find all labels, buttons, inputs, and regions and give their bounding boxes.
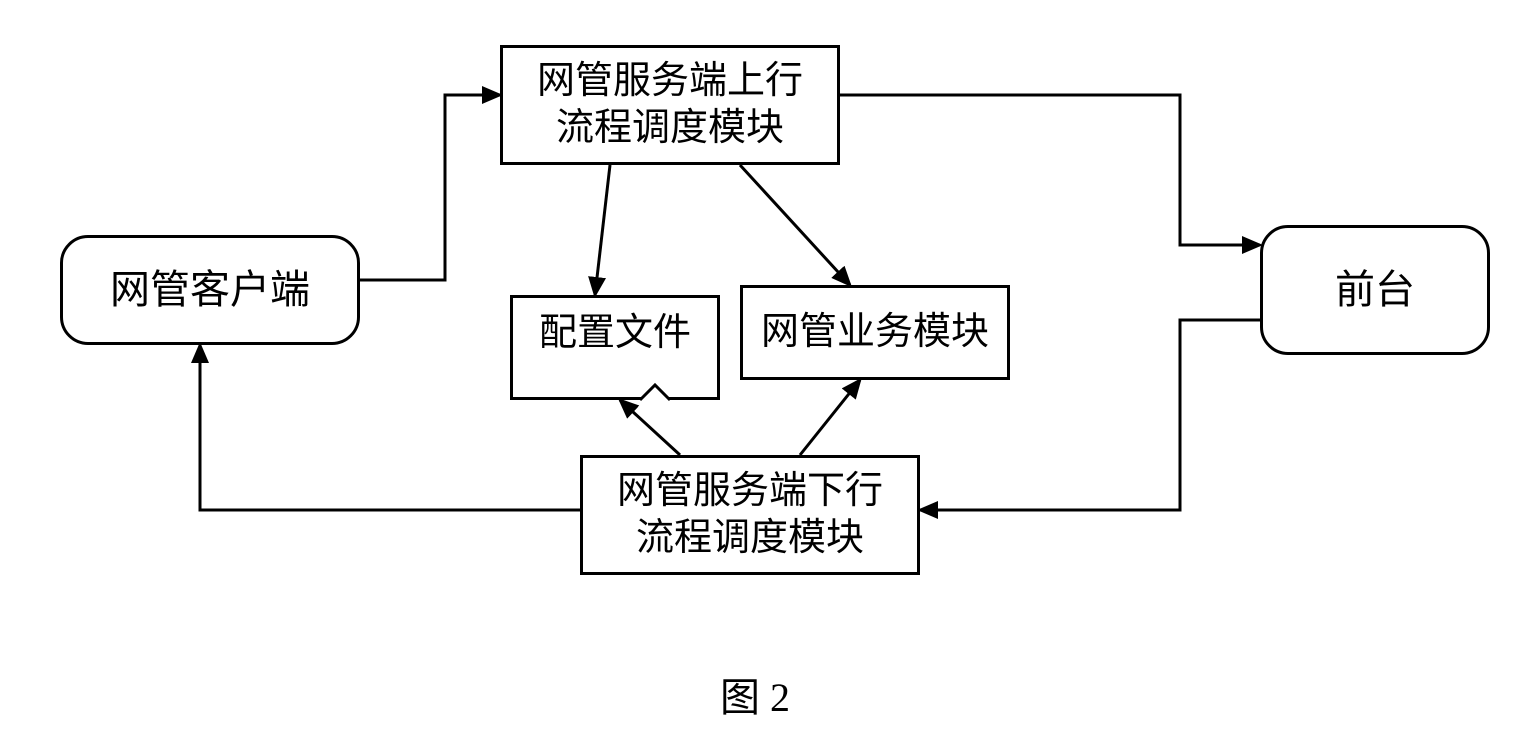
node-uplink-label: 网管服务端上行 流程调度模块 (537, 58, 803, 153)
figure-caption-text: 图 2 (720, 675, 790, 720)
node-downlink: 网管服务端下行 流程调度模块 (580, 455, 920, 575)
node-business: 网管业务模块 (740, 285, 1010, 380)
node-uplink: 网管服务端上行 流程调度模块 (500, 45, 840, 165)
edge-downlink-tl-to-config-bottom (620, 400, 680, 455)
edge-uplink-bl-to-config-top (595, 165, 610, 295)
node-client: 网管客户端 (60, 235, 360, 345)
node-config-label: 配置文件 (539, 310, 691, 358)
edge-downlink-tr-to-business-bottom (800, 380, 860, 455)
node-config: 配置文件 (510, 295, 720, 400)
edge-uplink-br-to-business-top (740, 165, 850, 285)
edge-client-right-to-uplink-left (360, 95, 500, 280)
figure-caption: 图 2 (720, 665, 790, 723)
node-front-label: 前台 (1335, 265, 1415, 315)
diagram-canvas: 网管客户端 网管服务端上行 流程调度模块 配置文件 网管业务模块 网管服务端下行… (0, 0, 1540, 739)
edge-uplink-right-to-front-top (840, 95, 1260, 245)
node-client-label: 网管客户端 (110, 265, 310, 315)
node-front: 前台 (1260, 225, 1490, 355)
node-downlink-label: 网管服务端下行 流程调度模块 (617, 468, 883, 563)
node-business-label: 网管业务模块 (761, 309, 989, 357)
